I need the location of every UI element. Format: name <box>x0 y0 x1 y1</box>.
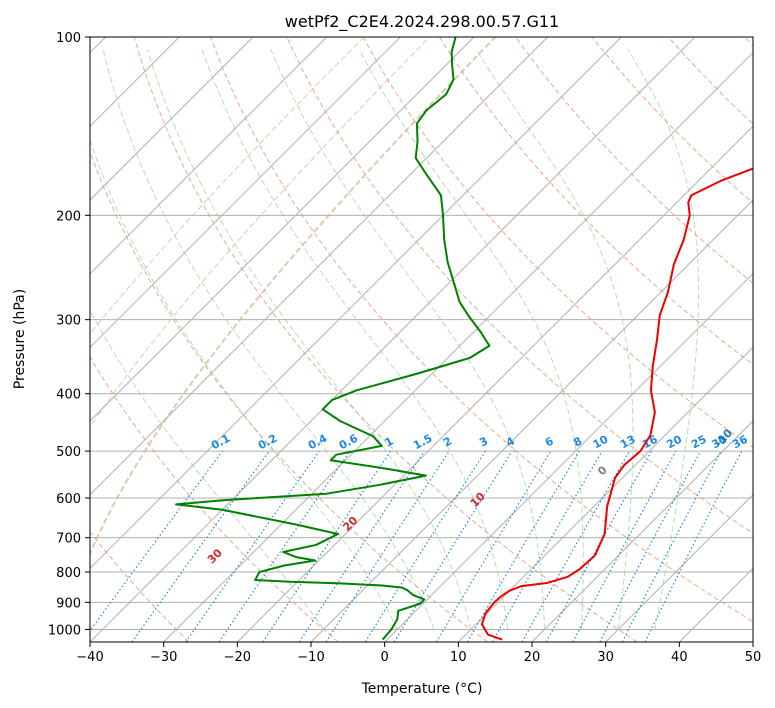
mixing-ratio-line <box>393 450 513 642</box>
mixing-ratio-label: 16 <box>640 433 660 452</box>
mixing-ratio-label: 30 <box>710 433 730 452</box>
dry-adiabat-line <box>90 531 190 642</box>
x-tick-label: −10 <box>297 650 324 665</box>
mixing-ratio-line <box>325 450 450 642</box>
moist-adiabat-line <box>627 49 700 630</box>
dry-adiabat-line <box>439 37 753 365</box>
isotherm-line <box>605 493 753 642</box>
mixing-ratio-line <box>435 450 552 642</box>
x-tick-label: 20 <box>524 650 541 665</box>
dry-adiabat-line <box>133 37 638 642</box>
x-tick-label: 40 <box>671 650 688 665</box>
mixing-ratio-line <box>572 450 677 642</box>
isotherm-line <box>90 37 475 422</box>
mixing-ratio-line <box>218 450 351 642</box>
isotherm-line <box>384 272 753 642</box>
x-tick-label: −20 <box>224 650 251 665</box>
moist-adiabat-line <box>90 138 398 630</box>
dry-adiabat-line <box>90 150 488 642</box>
isotherm-line <box>457 346 753 642</box>
mixing-ratio-label: 20 <box>664 433 684 452</box>
mixing-ratio-line <box>185 450 320 642</box>
mixing-ratio-label: 10 <box>591 433 611 452</box>
mixing-ratio-line <box>364 450 486 642</box>
y-tick-label: 300 <box>56 314 81 329</box>
isotherm-line <box>163 51 753 642</box>
theta-e-line <box>90 37 431 428</box>
mixing-ratio-label: 13 <box>618 433 638 452</box>
isobar-grid <box>90 37 753 630</box>
x-axis-ticks: −40 −30 −20 −10 0 10 20 30 40 50 <box>76 642 761 665</box>
plot-area: 0.10.20.40.611.52346810131620253036-100-… <box>90 37 753 642</box>
dry-adiabat-line <box>591 37 753 204</box>
x-tick-label: 0 <box>381 650 389 665</box>
theta-e-line <box>90 37 497 557</box>
mixing-ratio-line <box>466 450 580 642</box>
mixing-ratio-line <box>521 450 631 642</box>
y-axis-ticks: 100 200 300 400 500 600 700 800 900 1000 <box>48 31 90 638</box>
mixing-ratio-line <box>131 450 270 642</box>
moist-adiabat-line <box>102 49 435 630</box>
dewpoint-profile-line <box>175 37 491 641</box>
chart-title: wetPf2_C2E4.2024.298.00.57.G11 <box>285 12 559 32</box>
plot-frame <box>89 36 754 643</box>
x-tick-label: 10 <box>450 650 467 665</box>
dry-adiabat-line <box>286 37 753 534</box>
mixing-ratio-line <box>90 450 223 632</box>
isotherm-line <box>310 199 753 642</box>
y-tick-label: 700 <box>56 532 81 547</box>
y-tick-label: 200 <box>56 209 81 224</box>
moist-adiabat-line <box>90 309 324 630</box>
theta-e-curves <box>90 37 497 557</box>
y-tick-label: 900 <box>56 596 81 611</box>
isotherm-line <box>236 125 753 642</box>
moist-adiabat-line <box>147 49 472 630</box>
x-tick-label: 30 <box>597 650 614 665</box>
moist-adiabat-line <box>358 49 584 630</box>
isotherm-grid <box>90 37 753 642</box>
x-tick-label: 50 <box>745 650 762 665</box>
moist-adiabats <box>90 49 700 630</box>
x-axis-label: Temperature (°C) <box>361 681 483 697</box>
mixing-ratio-label: 36 <box>730 433 750 452</box>
y-tick-label: 600 <box>56 492 81 507</box>
y-tick-label: 800 <box>56 566 81 581</box>
y-tick-label: 1000 <box>48 623 81 638</box>
isotherm-line <box>90 37 328 275</box>
mixing-ratio-line <box>491 450 603 642</box>
dry-adiabat-line <box>210 37 753 623</box>
x-tick-label: −40 <box>76 650 103 665</box>
x-tick-label: −30 <box>150 650 177 665</box>
isotherm-line <box>90 37 622 570</box>
isotherm-line <box>90 37 696 642</box>
y-tick-label: 400 <box>56 388 81 403</box>
isotherm-line <box>90 37 254 201</box>
moist-adiabat-line <box>270 49 546 630</box>
sounding-profiles <box>175 37 753 641</box>
y-axis-label: Pressure (hPa) <box>12 289 28 389</box>
mixing-ratio-label: 25 <box>689 433 709 452</box>
isotherm-line <box>90 37 549 496</box>
temperature-profile-line <box>480 167 753 641</box>
y-tick-label: 100 <box>56 31 81 46</box>
isotherm-line <box>531 420 753 642</box>
moist-adiabat-line <box>475 49 634 630</box>
y-tick-label: 500 <box>56 445 81 460</box>
dry-adiabat-line <box>90 356 339 642</box>
isotherm-line <box>90 37 401 349</box>
